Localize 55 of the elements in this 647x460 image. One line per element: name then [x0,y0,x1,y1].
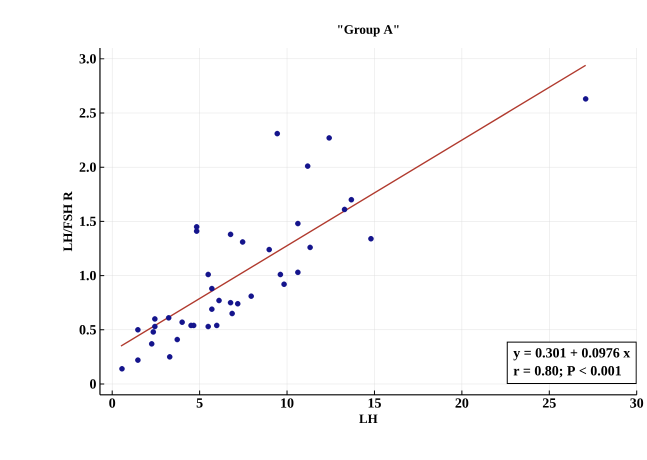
point [228,300,234,306]
y-tick-label: 0 [90,379,96,389]
x-tick-label: 5 [196,398,203,408]
point [274,130,280,136]
x-tick-label: 30 [630,398,644,408]
point [174,336,180,342]
point [295,270,301,276]
x-tick-label: 15 [368,398,381,408]
point [119,366,125,372]
point [348,197,354,203]
y-axis-title: LH/FSH R [63,191,72,252]
point [216,298,222,304]
point [205,324,211,330]
point [278,272,284,278]
annotation: r = 0.80; P < 0.001 [514,366,621,378]
y-tick-label: 0.5 [80,325,96,335]
y-tick-label: 1.5 [80,216,96,226]
point [368,236,374,242]
y-tick-label: 2.0 [80,162,96,172]
point [295,220,301,226]
point [135,327,141,333]
y-tick-label: 2.5 [80,108,96,118]
point [209,286,215,292]
annotation: y = 0.301 + 0.0976 x [513,348,630,361]
x-tick-label: 20 [455,398,468,408]
point [148,341,155,347]
point [214,322,220,328]
point [582,96,588,102]
x-tick-label: 10 [281,398,294,408]
y-tick-label: 3.0 [80,54,96,64]
point [307,244,313,250]
chart-title: "Group A" [338,25,399,37]
point [179,320,185,326]
point [266,246,272,252]
point [326,135,332,141]
point [281,282,287,288]
point [150,329,156,335]
point [228,232,234,238]
x-axis-title: LH [359,414,378,424]
point [240,239,246,245]
point [135,357,141,364]
point [166,354,173,360]
point [229,310,235,316]
point [342,206,348,212]
point [205,272,211,278]
point [234,301,241,307]
point [304,163,310,170]
point [248,294,254,300]
point [209,306,215,312]
x-tick-label: 25 [542,398,556,408]
point [166,315,172,321]
point [152,316,158,322]
x-tick-label: 0 [109,398,116,408]
point [152,324,158,330]
y-tick-label: 1.0 [80,270,96,280]
